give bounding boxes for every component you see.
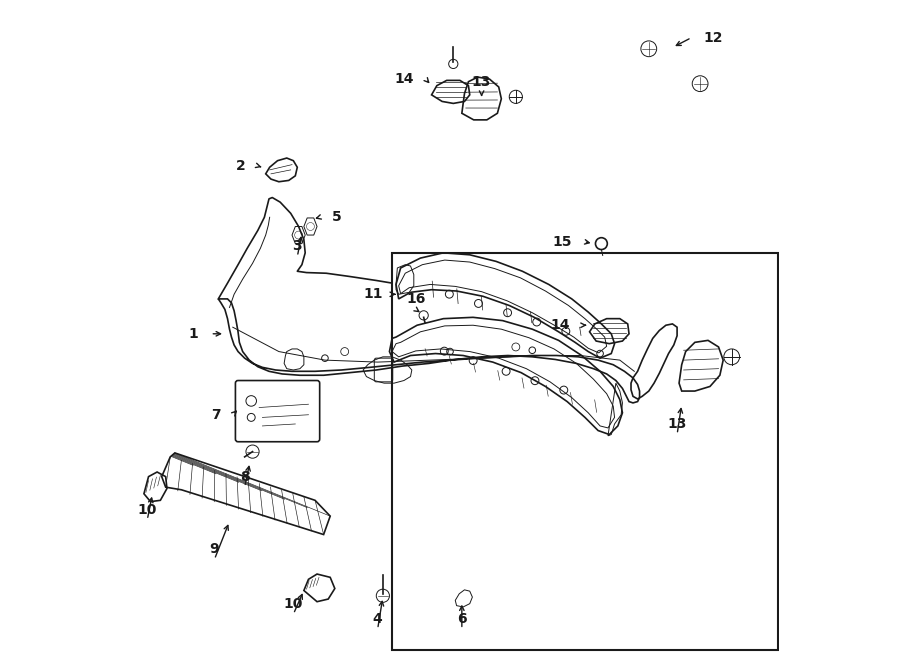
Bar	[392, 253, 778, 650]
Text: 14: 14	[550, 318, 570, 332]
Text: 14: 14	[394, 72, 414, 86]
Text: 7: 7	[212, 408, 220, 422]
Text: 9: 9	[210, 542, 220, 556]
Text: 4: 4	[373, 612, 382, 626]
Circle shape	[596, 238, 608, 250]
Text: 8: 8	[239, 469, 249, 484]
Text: 3: 3	[292, 239, 302, 253]
Text: 5: 5	[331, 210, 341, 224]
Text: 1: 1	[189, 327, 199, 341]
Text: 15: 15	[553, 235, 572, 249]
Text: 11: 11	[364, 288, 382, 301]
Text: 13: 13	[668, 417, 687, 431]
Text: 12: 12	[704, 30, 723, 44]
Text: 6: 6	[457, 612, 467, 626]
Text: 13: 13	[472, 75, 491, 89]
Text: 16: 16	[406, 292, 426, 306]
Text: 10: 10	[138, 502, 157, 516]
Text: 2: 2	[236, 159, 246, 173]
Text: 10: 10	[284, 597, 303, 611]
